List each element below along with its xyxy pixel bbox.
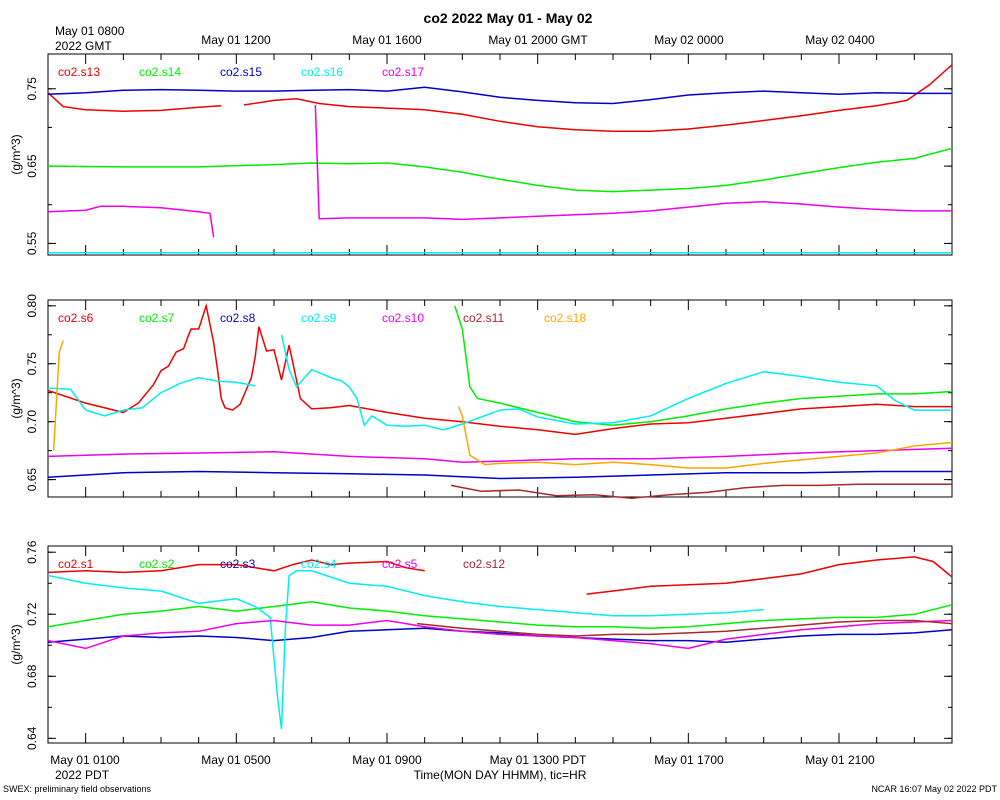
legend-co2-s15: co2.s15 xyxy=(220,65,262,79)
legend-co2-s16: co2.s16 xyxy=(301,65,343,79)
series-line-co2-s17 xyxy=(314,105,952,221)
series-line-co2-s3 xyxy=(48,627,952,643)
top-axis-first-label-line2: 2022 GMT xyxy=(55,39,112,53)
series-line-co2-s18 xyxy=(457,406,952,469)
top-axis-label: May 01 1200 xyxy=(201,33,271,47)
series-line-co2-s6 xyxy=(48,302,952,436)
legend-co2-s14: co2.s14 xyxy=(139,65,181,79)
bottom-axis-label: May 01 2100 xyxy=(805,753,875,767)
bottom-axis-label: May 01 0900 xyxy=(352,753,422,767)
top-axis-first-label-line1: May 01 0800 xyxy=(55,24,125,38)
series-line-co2-s9 xyxy=(48,376,256,417)
legend-co2-s5: co2.s5 xyxy=(382,557,418,571)
series-line-co2-s13 xyxy=(48,92,222,112)
bottom-axis-label: May 01 1700 xyxy=(654,753,724,767)
legend-co2-s6: co2.s6 xyxy=(58,311,94,325)
y-tick-label: 0.65 xyxy=(25,468,39,492)
y-axis-label: (g/m^3) xyxy=(9,624,23,664)
top-axis-label: May 01 2000 GMT xyxy=(488,33,588,47)
legend-co2-s11: co2.s11 xyxy=(463,311,504,325)
x-axis-title: Time(MON DAY HHMM), tic=HR xyxy=(414,768,587,782)
y-tick-label: 0.64 xyxy=(25,726,39,750)
footer-left: SWEX: preliminary field observations xyxy=(3,784,152,794)
y-tick-label: 0.75 xyxy=(25,352,39,376)
panel-middle: 0.65 0.70 0.75 0.80 (g/m^3) co2.s6 co2.s7 co2.s… xyxy=(9,294,953,499)
panel-top: 0.55 0.65 0.75 (g/m^3) co2.s13 co2.s14 co2.s15… xyxy=(9,53,953,256)
y-axis-label: (g/m^3) xyxy=(9,134,23,174)
y-tick-label: 0.68 xyxy=(25,664,39,688)
legend-co2-s1: co2.s1 xyxy=(58,557,94,571)
legend-co2-s18: co2.s18 xyxy=(544,311,586,325)
series-line-co2-s1 xyxy=(48,559,425,574)
y-tick-label: 0.76 xyxy=(25,540,39,564)
panel-frame xyxy=(47,299,953,498)
bottom-axis-label: May 01 1300 PDT xyxy=(490,753,587,767)
series-line-co2-s7 xyxy=(454,305,952,426)
series-line-co2-s4 xyxy=(48,570,764,730)
legend-co2-s4: co2.s4 xyxy=(301,557,337,571)
top-axis-label: May 01 1600 xyxy=(352,33,422,47)
legend-co2-s17: co2.s17 xyxy=(382,65,424,79)
top-axis-label: May 02 0000 xyxy=(654,33,724,47)
series-line-co2-s18 xyxy=(52,340,64,451)
y-axis-label: (g/m^3) xyxy=(9,378,23,418)
bottom-axis-label: May 01 0100 xyxy=(50,753,120,767)
series-line-co2-s15 xyxy=(48,86,952,105)
series-line-co2-s12 xyxy=(417,619,952,637)
series-line-co2-s5 xyxy=(48,619,952,650)
y-tick-label: 0.55 xyxy=(25,231,39,255)
series-line-co2-s11 xyxy=(450,483,952,499)
y-tick-label: 0.80 xyxy=(25,294,39,318)
y-tick-label: 0.70 xyxy=(25,410,39,434)
y-tick-label: 0.72 xyxy=(25,602,39,626)
legend-co2-s2: co2.s2 xyxy=(139,557,175,571)
panel-frame xyxy=(47,53,953,256)
top-axis-label: May 02 0400 xyxy=(805,33,875,47)
bottom-axis-year-label: 2022 PDT xyxy=(55,768,110,782)
legend-co2-s12: co2.s12 xyxy=(463,557,505,571)
y-tick-label: 0.65 xyxy=(25,154,39,178)
legend-co2-s7: co2.s7 xyxy=(139,311,175,325)
bottom-axis-label: May 01 0500 xyxy=(201,753,271,767)
series-line-co2-s1 xyxy=(586,556,952,595)
chart-title: co2 2022 May 01 - May 02 xyxy=(424,10,593,26)
series-line-co2-s10 xyxy=(48,447,952,463)
legend-co2-s8: co2.s8 xyxy=(220,311,256,325)
series-line-co2-s9 xyxy=(280,334,952,431)
footer-right: NCAR 16:07 May 02 2022 PDT xyxy=(871,784,997,794)
series-line-co2-s8 xyxy=(48,470,952,480)
series-line-co2-s13 xyxy=(243,64,952,133)
panel-bottom: 0.64 0.68 0.72 0.76 (g/m^3) co2.s1 co2.s2 co2.s… xyxy=(9,540,953,750)
legend-co2-s13: co2.s13 xyxy=(58,65,100,79)
series-line-co2-s14 xyxy=(48,147,952,193)
series-line-co2-s17 xyxy=(48,205,215,238)
y-tick-label: 0.75 xyxy=(25,77,39,101)
panel-frame xyxy=(47,545,953,744)
legend-co2-s9: co2.s9 xyxy=(301,311,337,325)
legend-co2-s3: co2.s3 xyxy=(220,557,256,571)
series-line-co2-s2 xyxy=(48,601,952,629)
legend-co2-s10: co2.s10 xyxy=(382,311,424,325)
